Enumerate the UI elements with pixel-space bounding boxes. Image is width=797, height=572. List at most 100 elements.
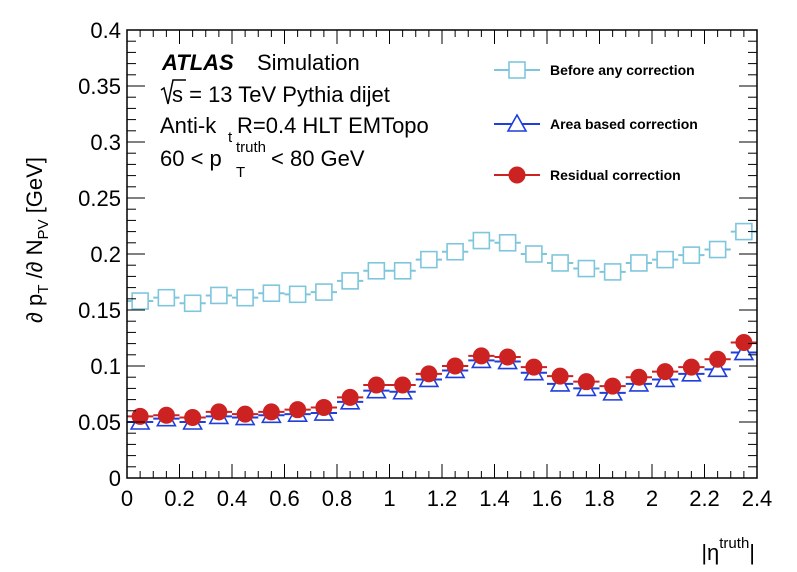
data-point <box>236 288 254 307</box>
data-point <box>157 406 175 424</box>
data-point <box>131 407 149 425</box>
data-point <box>551 367 569 385</box>
data-point <box>630 368 648 386</box>
x-axis-title-sup: truth <box>719 535 749 552</box>
jet-config-text: R=0.4 HLT EMTopo <box>237 113 429 138</box>
legend: Before any correction Area based correcti… <box>494 61 698 184</box>
y-tick-label: 0 <box>109 466 121 491</box>
data-point <box>210 403 228 421</box>
x-tick-label: 2.4 <box>742 486 773 511</box>
pt-range-pre: 60 < p <box>160 146 222 171</box>
sqrt-icon <box>160 79 186 105</box>
y-tick-label: 0.2 <box>90 242 121 267</box>
legend-marker <box>508 166 526 184</box>
x-axis-title: |ηtruth| <box>701 535 755 565</box>
pt-range-post: < 80 GeV <box>271 146 365 171</box>
atlas-text: ATLAS <box>161 50 234 75</box>
x-tick-label: 0 <box>121 486 133 511</box>
data-point <box>131 292 149 310</box>
y-axis-title-partial: ∂ p <box>22 294 47 323</box>
data-point <box>236 405 254 423</box>
x-tick-label: 0.8 <box>322 486 353 511</box>
x-tick-label: 1 <box>383 486 395 511</box>
data-point <box>420 365 438 383</box>
data-point <box>262 284 281 303</box>
data-point <box>472 347 490 365</box>
jet-algo-text: Anti-k <box>160 113 217 138</box>
data-point <box>210 286 228 305</box>
x-tick-label: 1.2 <box>427 486 458 511</box>
data-point <box>446 242 464 261</box>
x-tick-label: 2 <box>646 486 658 511</box>
x-tick-label: 1.8 <box>584 486 615 511</box>
data-point <box>630 254 648 272</box>
pt-range-sub: T <box>236 164 245 181</box>
x-tick-label: 0.4 <box>217 486 248 511</box>
atlas-label: ATLAS Simulation <box>161 50 360 75</box>
x-tick-label: 1.4 <box>479 486 510 511</box>
data-point <box>708 240 727 259</box>
data-point <box>656 363 674 381</box>
data-point <box>184 409 202 427</box>
legend-label: Residual correction <box>550 167 681 183</box>
data-point <box>367 376 385 394</box>
legend-label: Area based correction <box>550 116 698 132</box>
pt-range-sup: truth <box>236 139 266 156</box>
data-point <box>289 401 307 419</box>
jet-algo-sub: t <box>228 129 233 146</box>
y-axis-title: ∂ pT /∂ NPV [GeV] <box>22 157 52 323</box>
y-axis-title-sub-t: T <box>35 285 52 294</box>
x-tick-label: 0.2 <box>164 486 195 511</box>
y-tick-label: 0.1 <box>90 354 121 379</box>
series-0 <box>127 222 757 313</box>
y-tick-label: 0.15 <box>78 298 121 323</box>
data-point <box>577 259 596 278</box>
data-point <box>394 376 412 394</box>
data-point <box>604 377 622 395</box>
energy-label: s = 13 TeV Pythia dijet <box>160 79 390 107</box>
data-point <box>551 254 569 272</box>
data-point <box>525 358 543 376</box>
data-point <box>682 358 700 376</box>
data-point <box>707 358 728 378</box>
data-point <box>367 261 386 280</box>
data-point <box>735 333 753 351</box>
data-point <box>315 283 333 301</box>
data-point <box>682 246 701 264</box>
data-point <box>157 288 176 307</box>
legend-label: Before any correction <box>550 62 695 78</box>
x-tick-label: 0.6 <box>269 486 300 511</box>
data-point <box>341 272 359 290</box>
y-tick-label: 0.25 <box>78 186 121 211</box>
y-axis-title-unit: [GeV] <box>22 157 47 219</box>
data-point <box>315 398 333 416</box>
series-2 <box>127 333 757 427</box>
data-point <box>262 403 280 421</box>
data-point <box>472 231 491 250</box>
x-tick-label: 2.2 <box>689 486 720 511</box>
data-point <box>577 373 595 391</box>
data-point <box>288 285 307 304</box>
y-tick-label: 0.35 <box>78 74 121 99</box>
data-point <box>499 348 517 366</box>
y-axis-title-sub-pv: PV <box>35 219 52 239</box>
data-point <box>420 250 438 269</box>
jet-label: Anti-k t R=0.4 HLT EMTopo <box>160 113 429 146</box>
y-axis-title-mid: /∂ N <box>22 239 47 284</box>
simulation-text: Simulation <box>257 50 360 75</box>
data-point <box>498 234 517 252</box>
pt-range-label: 60 < p truth T < 80 GeV <box>160 139 365 181</box>
data-point <box>709 350 727 368</box>
legend-marker <box>506 113 528 132</box>
legend-marker <box>508 61 526 79</box>
data-point <box>603 263 622 281</box>
y-tick-label: 0.4 <box>90 18 121 43</box>
data-point <box>525 245 543 263</box>
y-tick-label: 0.05 <box>78 410 121 435</box>
x-tick-label: 1.6 <box>532 486 563 511</box>
data-point <box>656 250 674 269</box>
data-point <box>393 261 412 280</box>
energy-text: s = 13 TeV Pythia dijet <box>172 82 390 107</box>
x-axis-title-bar-left: |η <box>701 540 719 565</box>
